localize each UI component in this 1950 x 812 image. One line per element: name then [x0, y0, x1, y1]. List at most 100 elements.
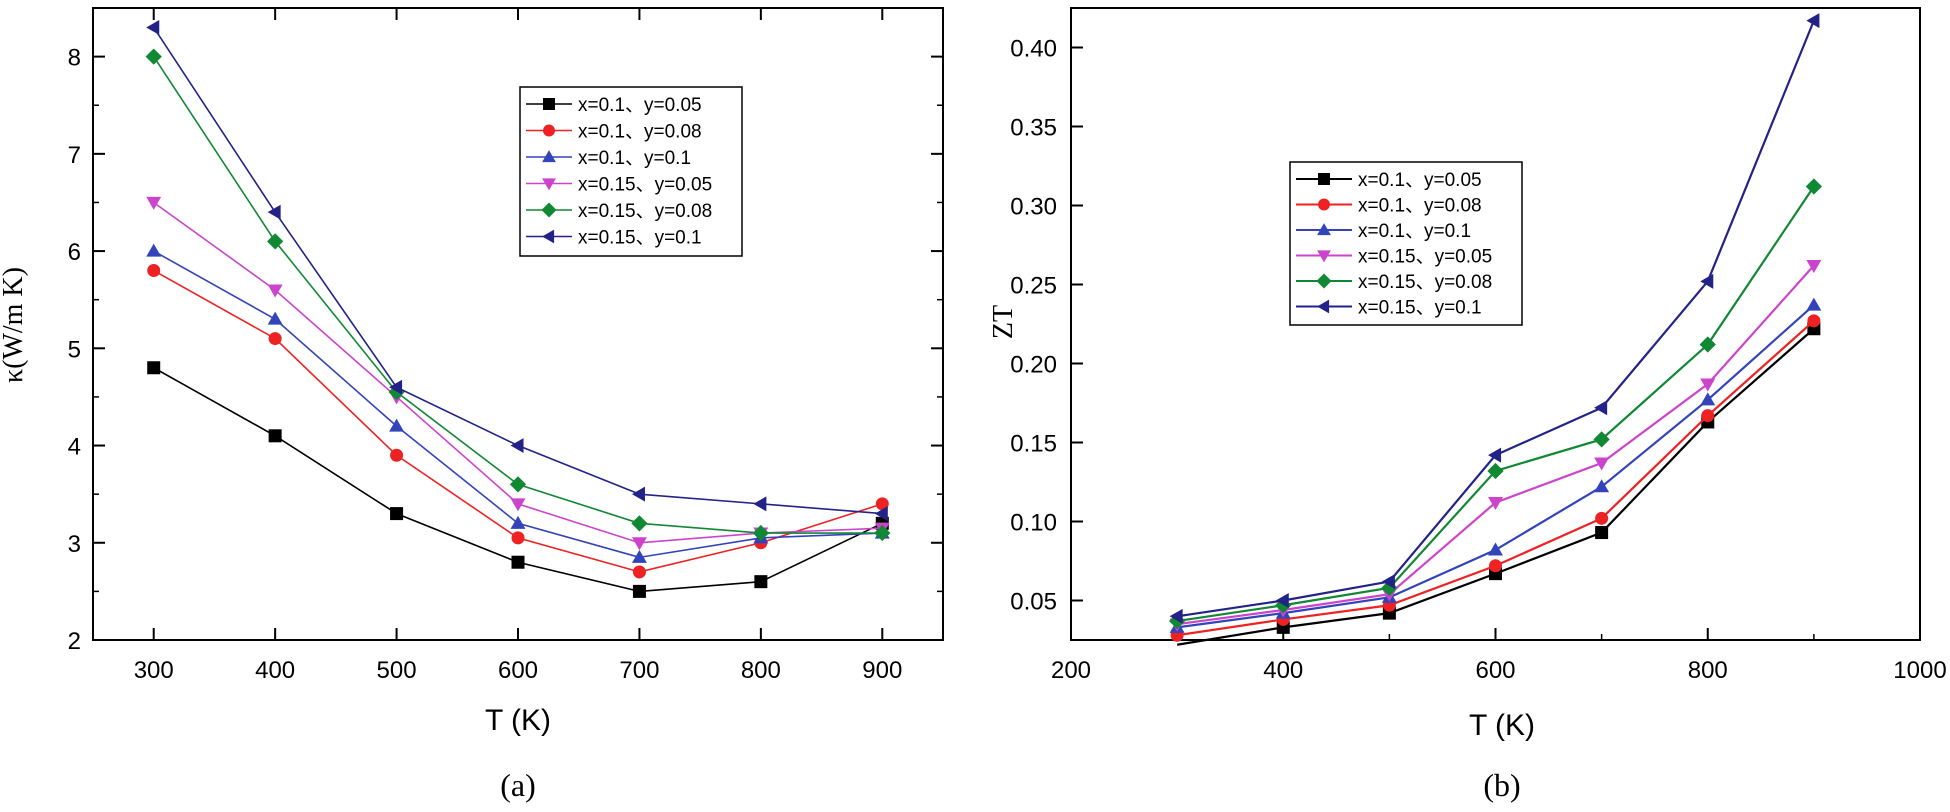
- data-point-a: [631, 537, 647, 551]
- data-point-a: [267, 284, 283, 298]
- y-tick-label-a: 3: [68, 531, 81, 558]
- data-point-b: [1595, 511, 1609, 525]
- legend-marker-a: [543, 98, 555, 110]
- x-tick-label-a: 700: [619, 657, 659, 684]
- data-point-a: [268, 332, 282, 346]
- y-axis-label-a: κ(W/m K): [0, 267, 29, 383]
- x-tick-label-b: 400: [1263, 657, 1303, 684]
- series-b-5: [1169, 13, 1820, 624]
- data-point-b: [1699, 336, 1716, 353]
- series-a-1: [147, 264, 889, 579]
- data-point-b: [1594, 457, 1610, 471]
- legend-label-b: x=0.15、y=0.08: [1358, 272, 1492, 293]
- x-tick-label-a: 500: [377, 657, 417, 684]
- data-point-a: [390, 448, 404, 462]
- legend-marker-b: [1317, 223, 1331, 236]
- data-point-a: [875, 497, 889, 511]
- y-tick-label-a: 5: [68, 336, 81, 363]
- series-line-a: [153, 250, 883, 559]
- legend-marker-a: [542, 150, 556, 163]
- data-point-b: [1806, 13, 1820, 29]
- series-line-b: [1176, 327, 1815, 646]
- series-b-1: [1170, 314, 1821, 642]
- data-point-b: [1595, 526, 1609, 540]
- legend-marker-a: [543, 124, 555, 137]
- x-tick-label-b: 800: [1688, 657, 1728, 684]
- y-tick-label-b: 0.15: [1010, 431, 1057, 458]
- data-point-b: [1806, 260, 1822, 274]
- chart-panel-b: 200 400 600 800 1000 0.05 0.10 0.15 0.20 0.25 0.30…: [988, 7, 1947, 803]
- y-tick-label-b: 0.05: [1010, 589, 1057, 616]
- y-tick-label-b: 0.20: [1010, 352, 1057, 379]
- data-point-b: [1381, 574, 1395, 590]
- data-point-b: [1488, 497, 1503, 511]
- data-point-a: [511, 555, 525, 569]
- legend-box-a: [519, 86, 743, 257]
- data-point-a: [389, 418, 405, 432]
- legend-label-b: x=0.15、y=0.05: [1358, 247, 1492, 268]
- y-tick-label-b: 0.10: [1010, 510, 1057, 537]
- data-point-b: [1593, 431, 1610, 448]
- legend-label-a: x=0.1、y=0.08: [578, 122, 702, 143]
- data-point-b: [1488, 542, 1503, 556]
- y-tick-label-b: 0.30: [1010, 194, 1057, 221]
- data-point-b: [1594, 400, 1608, 416]
- x-tick-label-a: 800: [741, 657, 781, 684]
- data-point-b: [1169, 608, 1183, 624]
- data-point-a: [267, 233, 284, 250]
- data-point-b: [1807, 314, 1821, 328]
- data-point-a: [874, 524, 891, 542]
- data-point-a: [511, 531, 525, 545]
- data-point-a: [510, 438, 524, 454]
- data-point-a: [754, 575, 768, 589]
- data-point-a: [147, 264, 161, 278]
- data-point-b: [1805, 178, 1822, 195]
- series-line-a: [153, 27, 883, 515]
- series-a-5: [146, 19, 888, 522]
- data-point-b: [1594, 479, 1610, 493]
- y-tick-label-a: 7: [68, 142, 81, 169]
- data-point-a: [267, 311, 283, 325]
- data-point-a: [147, 361, 161, 375]
- x-tick-label-b: 1000: [1893, 657, 1946, 684]
- x-tick-label-b: 600: [1475, 657, 1515, 684]
- legend-marker-a: [541, 202, 557, 218]
- series-a-4: [145, 48, 891, 542]
- x-tick-label-a: 600: [498, 657, 538, 684]
- y-tick-label-b: 0.25: [1010, 273, 1057, 300]
- data-point-a: [631, 486, 645, 502]
- panel-caption-b: (b): [1483, 767, 1520, 803]
- x-tick-label-a: 400: [255, 657, 295, 684]
- legend-marker-a: [542, 229, 555, 244]
- series-a-3: [146, 196, 890, 551]
- series-b-0: [1176, 322, 1821, 646]
- legend-marker-b: [1318, 198, 1330, 211]
- chart-panel-a: 300 400 500 600 700 800 900 2 3 4 5 6 7 8 x=0.1、y=0.0…: [0, 7, 944, 803]
- data-point-b: [1488, 447, 1502, 463]
- legend-b: x=0.1、y=0.05 x=0.1、y=0.08 x=0.1、y=0.1 x=0.1…: [1289, 161, 1523, 326]
- x-tick-label-a: 300: [134, 657, 174, 684]
- x-tick-label-b: 200: [1051, 657, 1091, 684]
- plot-frame-a: [92, 7, 944, 641]
- legend-box-b: [1289, 161, 1523, 326]
- y-tick-label-a: 8: [68, 45, 81, 72]
- legend-label-a: x=0.1、y=0.05: [578, 95, 702, 116]
- data-point-b: [1489, 559, 1502, 573]
- data-point-b: [1487, 462, 1504, 480]
- data-point-a: [268, 429, 282, 443]
- y-tick-label-a: 6: [68, 239, 81, 266]
- legend-label-b: x=0.1、y=0.1: [1358, 221, 1471, 242]
- data-point-b: [1700, 378, 1716, 392]
- data-point-a: [389, 379, 403, 395]
- x-tick-label-a: 900: [862, 657, 902, 684]
- data-point-a: [267, 204, 281, 220]
- y-axis-label-b: ZT: [988, 305, 1019, 339]
- panel-caption-a: (a): [500, 767, 536, 803]
- legend-label-b: x=0.1、y=0.08: [1358, 196, 1482, 217]
- data-point-a: [510, 498, 526, 512]
- data-point-a: [632, 565, 646, 579]
- data-point-b: [1701, 409, 1715, 423]
- x-axis-label-a: T (K): [485, 704, 551, 737]
- legend-label-b: x=0.15、y=0.1: [1358, 298, 1482, 319]
